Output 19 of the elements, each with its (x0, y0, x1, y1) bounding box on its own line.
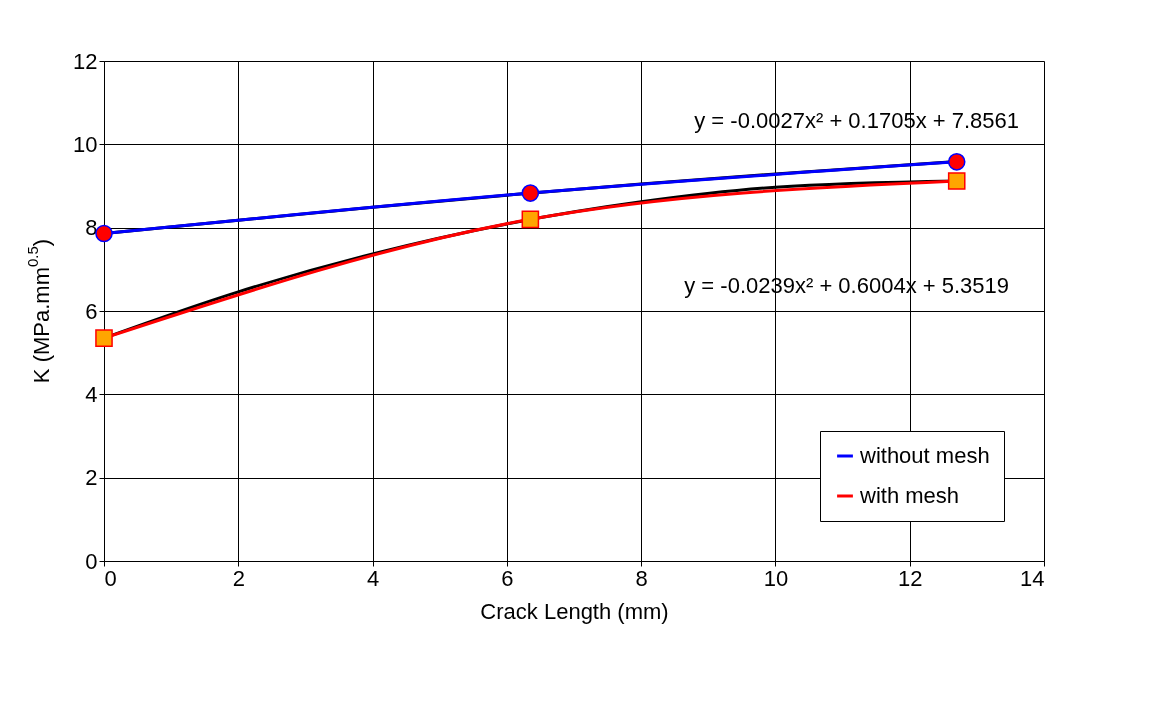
legend-label: without mesh (859, 443, 990, 468)
y-tick-label: 4 (85, 381, 98, 407)
legend-label: with mesh (859, 483, 960, 508)
x-tick-label: 4 (366, 565, 380, 591)
y-tick-label: 6 (85, 298, 98, 324)
y-tick-label: 10 (73, 131, 98, 157)
x-tick-label: 14 (1020, 565, 1045, 591)
x-tick-label: 2 (232, 565, 245, 591)
x-axis-title: Crack Length (mm) (480, 598, 669, 624)
x-tick-label: 6 (501, 565, 514, 591)
x-tick-label: 0 (104, 565, 117, 591)
x-tick-label: 8 (635, 565, 648, 591)
x-tick-label: 12 (897, 565, 923, 591)
y-tick-label: 8 (85, 215, 98, 241)
y-tick-label: 2 (85, 465, 98, 491)
x-tick-label: 10 (763, 565, 789, 591)
y-tick-label: 0 (85, 548, 98, 574)
y-axis-title: K (MPa.mm0.5) (24, 238, 54, 384)
y-tick-label: 12 (73, 48, 98, 74)
